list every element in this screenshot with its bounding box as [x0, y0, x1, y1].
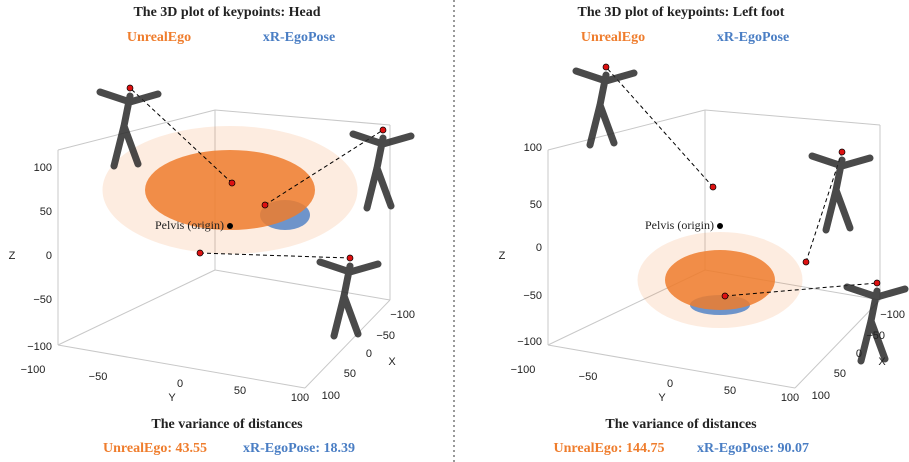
- figure: The 3D plot of keypoints: Head UnrealEgo x…: [0, 0, 909, 462]
- human-figure: [812, 156, 870, 230]
- z-tick-label: −100: [517, 336, 542, 348]
- axis-label: Y: [168, 392, 176, 404]
- connector: [806, 152, 842, 262]
- axis-label: Z: [499, 250, 506, 262]
- origin-label: Pelvis (origin): [155, 218, 224, 232]
- human-figure: [353, 134, 411, 208]
- z-tick-label: −100: [27, 341, 52, 353]
- variance-title: The variance of distances: [605, 417, 757, 432]
- axis-edge: [705, 110, 880, 125]
- y-tick-label: −100: [511, 364, 536, 376]
- y-tick-label: 100: [291, 392, 309, 404]
- legend-entry: xR-EgoPose: [263, 30, 335, 45]
- origin-point: [227, 223, 233, 229]
- x-tick-label: 0: [366, 348, 372, 360]
- z-tick-label: −50: [33, 294, 52, 306]
- z-tick-label: 50: [530, 199, 542, 211]
- x-tick-label: −100: [880, 309, 905, 321]
- y-tick-label: 100: [781, 392, 799, 404]
- variance-value: UnrealEgo: 144.75: [554, 441, 665, 456]
- z-tick-label: −50: [523, 290, 542, 302]
- keypoint: [722, 293, 728, 299]
- y-tick-label: −50: [579, 371, 598, 383]
- y-tick-label: 50: [724, 385, 736, 397]
- x-tick-label: −50: [376, 330, 395, 342]
- axis-edge: [215, 270, 390, 300]
- variance-value: UnrealEgo: 43.55: [103, 441, 207, 456]
- keypoint: [839, 149, 845, 155]
- x-tick-label: 0: [856, 348, 862, 360]
- z-tick-label: 50: [40, 206, 52, 218]
- keypoint: [803, 259, 809, 265]
- axis-label: Z: [9, 250, 16, 262]
- panel-title: The 3D plot of keypoints: Head: [133, 5, 320, 20]
- connector: [606, 67, 713, 187]
- z-tick-label: 0: [46, 250, 52, 262]
- connector: [200, 253, 350, 258]
- legend-entry: xR-EgoPose: [717, 30, 789, 45]
- keypoint: [262, 202, 268, 208]
- keypoint: [603, 64, 609, 70]
- axis-label: Y: [658, 392, 666, 404]
- y-tick-label: 0: [667, 378, 673, 390]
- keypoint: [197, 250, 203, 256]
- keypoint: [710, 184, 716, 190]
- x-tick-label: 100: [322, 390, 340, 402]
- axis-label: X: [878, 356, 886, 368]
- y-tick-label: 0: [177, 378, 183, 390]
- panel: The 3D plot of keypoints: Head UnrealEgo x…: [9, 5, 415, 456]
- z-tick-label: 0: [536, 242, 542, 254]
- y-tick-label: −100: [21, 364, 46, 376]
- legend-entry: UnrealEgo: [581, 30, 645, 45]
- keypoint: [229, 180, 235, 186]
- z-tick-label: 100: [34, 162, 52, 174]
- axis-edge: [215, 110, 390, 125]
- x-tick-label: 50: [344, 368, 356, 380]
- axis-edge: [58, 270, 215, 345]
- variance-value: xR-EgoPose: 90.07: [697, 441, 809, 456]
- axis-label: X: [388, 356, 396, 368]
- panel: The 3D plot of keypoints: Left foot Unrea…: [499, 5, 905, 456]
- keypoint: [127, 85, 133, 91]
- axis-edge: [548, 110, 705, 150]
- panel-title: The 3D plot of keypoints: Left foot: [578, 5, 785, 20]
- keypoint: [380, 127, 386, 133]
- keypoint: [347, 255, 353, 261]
- variance-title: The variance of distances: [151, 417, 303, 432]
- y-tick-label: −50: [89, 371, 108, 383]
- point-cloud: [665, 250, 775, 310]
- human-figure: [576, 71, 634, 145]
- z-tick-label: 100: [524, 142, 542, 154]
- x-tick-label: −100: [390, 309, 415, 321]
- keypoint: [874, 280, 880, 286]
- x-tick-label: 50: [834, 368, 846, 380]
- human-figure: [320, 262, 378, 336]
- y-tick-label: 50: [234, 385, 246, 397]
- x-tick-label: −50: [866, 330, 885, 342]
- variance-value: xR-EgoPose: 18.39: [243, 441, 355, 456]
- origin-label: Pelvis (origin): [645, 218, 714, 232]
- x-tick-label: 100: [812, 390, 830, 402]
- legend-entry: UnrealEgo: [127, 30, 191, 45]
- origin-point: [717, 223, 723, 229]
